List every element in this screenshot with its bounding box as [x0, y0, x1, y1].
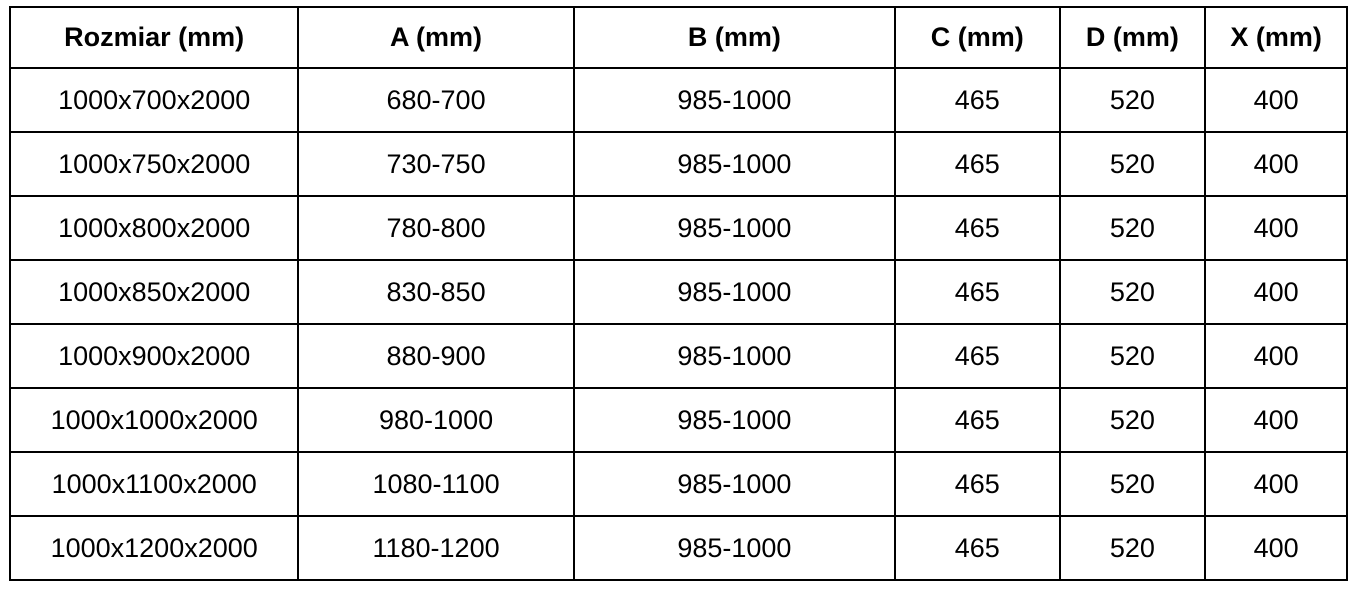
- cell-rozmiar: 1000x750x2000: [8, 131, 300, 197]
- cell-b: 985-1000: [572, 323, 896, 389]
- cell-x: 400: [1204, 387, 1348, 453]
- table-row: 1000x800x2000 780-800 985-1000 465 520 4…: [8, 195, 1348, 261]
- cell-c: 465: [893, 451, 1061, 517]
- cell-a: 680-700: [297, 67, 575, 133]
- cell-x: 400: [1204, 515, 1348, 581]
- table-row: 1000x1000x2000 980-1000 985-1000 465 520…: [8, 387, 1348, 453]
- cell-d: 520: [1058, 323, 1207, 389]
- cell-rozmiar: 1000x900x2000: [8, 323, 300, 389]
- cell-d: 520: [1058, 451, 1207, 517]
- header-row: Rozmiar (mm) A (mm) B (mm) C (mm) D (mm)…: [8, 6, 1348, 69]
- cell-a: 980-1000: [297, 387, 575, 453]
- table-row: 1000x700x2000 680-700 985-1000 465 520 4…: [8, 67, 1348, 133]
- cell-rozmiar: 1000x1000x2000: [8, 387, 300, 453]
- cell-rozmiar: 1000x800x2000: [8, 195, 300, 261]
- cell-a: 830-850: [297, 259, 575, 325]
- cell-x: 400: [1204, 195, 1348, 261]
- cell-c: 465: [893, 387, 1061, 453]
- column-header-a: A (mm): [297, 6, 575, 69]
- cell-b: 985-1000: [572, 515, 896, 581]
- table-row: 1000x1200x2000 1180-1200 985-1000 465 52…: [8, 515, 1348, 581]
- cell-d: 520: [1058, 259, 1207, 325]
- column-header-x: X (mm): [1204, 6, 1348, 69]
- cell-x: 400: [1204, 451, 1348, 517]
- cell-x: 400: [1204, 131, 1348, 197]
- table-row: 1000x900x2000 880-900 985-1000 465 520 4…: [8, 323, 1348, 389]
- cell-c: 465: [893, 323, 1061, 389]
- cell-d: 520: [1058, 195, 1207, 261]
- cell-b: 985-1000: [572, 195, 896, 261]
- cell-rozmiar: 1000x850x2000: [8, 259, 300, 325]
- cell-b: 985-1000: [572, 131, 896, 197]
- column-header-rozmiar: Rozmiar (mm): [8, 6, 300, 69]
- cell-c: 465: [893, 67, 1061, 133]
- cell-rozmiar: 1000x1200x2000: [8, 515, 300, 581]
- cell-c: 465: [893, 515, 1061, 581]
- cell-a: 1080-1100: [297, 451, 575, 517]
- cell-c: 465: [893, 131, 1061, 197]
- table-row: 1000x750x2000 730-750 985-1000 465 520 4…: [8, 131, 1348, 197]
- cell-a: 880-900: [297, 323, 575, 389]
- cell-x: 400: [1204, 259, 1348, 325]
- cell-d: 520: [1058, 131, 1207, 197]
- cell-x: 400: [1204, 323, 1348, 389]
- cell-d: 520: [1058, 67, 1207, 133]
- cell-c: 465: [893, 195, 1061, 261]
- size-specification-table: Rozmiar (mm) A (mm) B (mm) C (mm) D (mm)…: [8, 6, 1348, 581]
- column-header-c: C (mm): [893, 6, 1061, 69]
- cell-b: 985-1000: [572, 259, 896, 325]
- cell-x: 400: [1204, 67, 1348, 133]
- cell-rozmiar: 1000x1100x2000: [8, 451, 300, 517]
- cell-d: 520: [1058, 515, 1207, 581]
- table-row: 1000x1100x2000 1080-1100 985-1000 465 52…: [8, 451, 1348, 517]
- cell-a: 730-750: [297, 131, 575, 197]
- cell-a: 1180-1200: [297, 515, 575, 581]
- cell-a: 780-800: [297, 195, 575, 261]
- column-header-d: D (mm): [1058, 6, 1207, 69]
- cell-c: 465: [893, 259, 1061, 325]
- column-header-b: B (mm): [572, 6, 896, 69]
- cell-b: 985-1000: [572, 67, 896, 133]
- cell-b: 985-1000: [572, 387, 896, 453]
- cell-b: 985-1000: [572, 451, 896, 517]
- cell-rozmiar: 1000x700x2000: [8, 67, 300, 133]
- cell-d: 520: [1058, 387, 1207, 453]
- table-row: 1000x850x2000 830-850 985-1000 465 520 4…: [8, 259, 1348, 325]
